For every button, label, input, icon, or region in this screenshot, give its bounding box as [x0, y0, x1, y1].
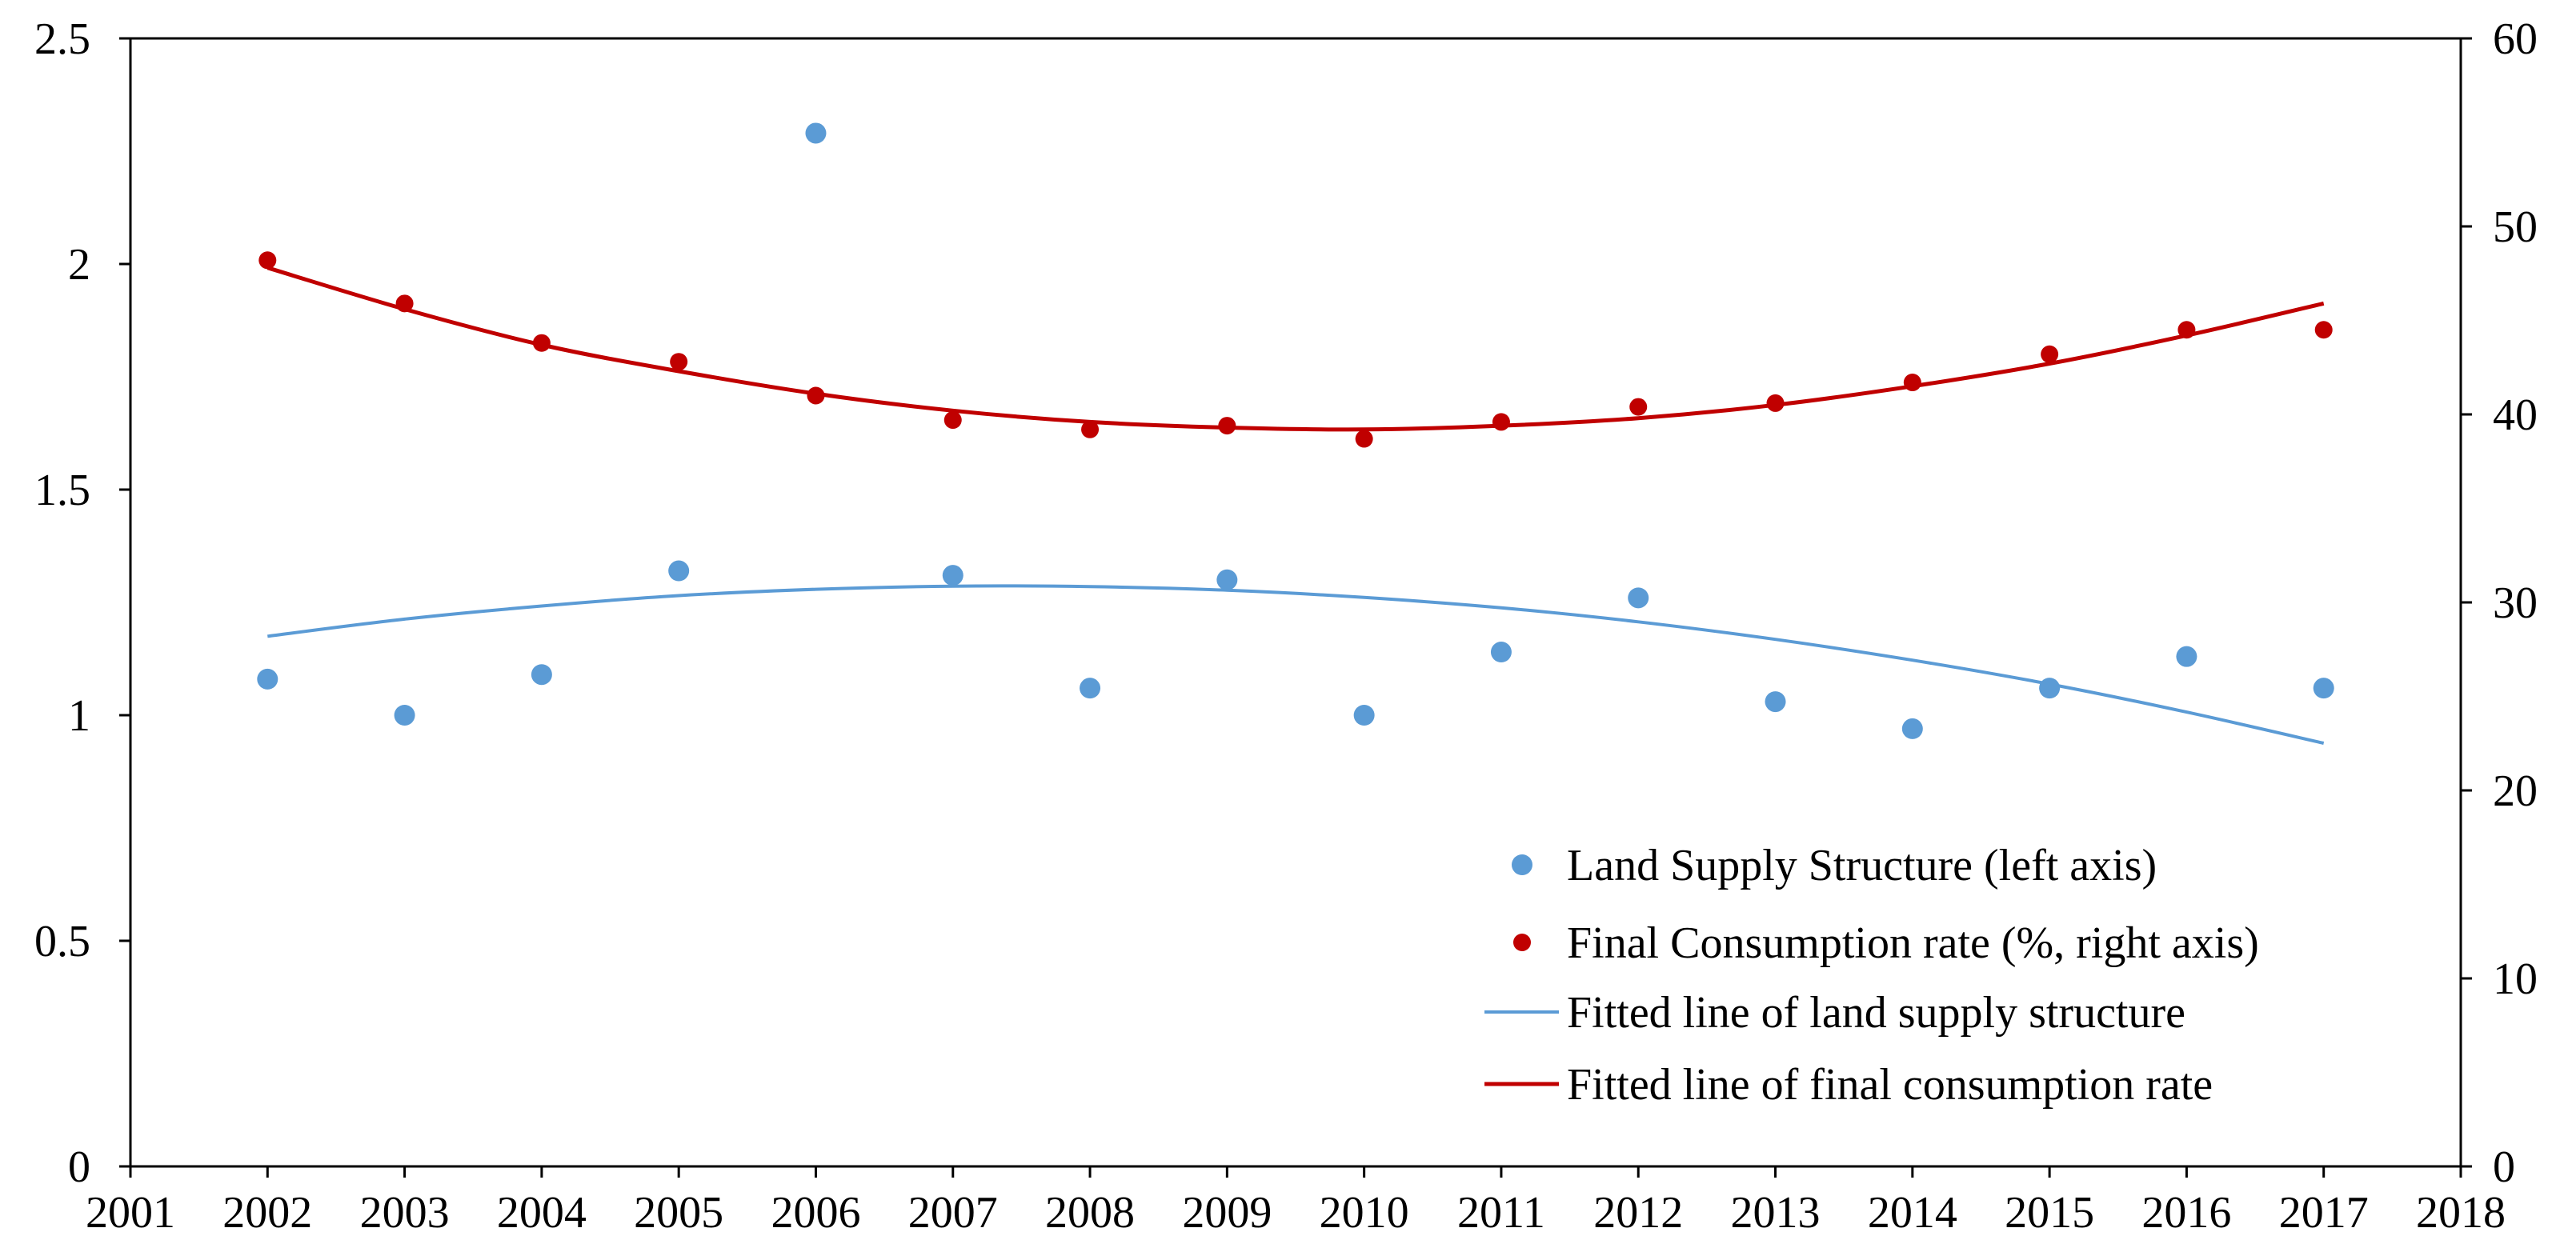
y-right-tick-label: 40: [2493, 390, 2538, 440]
x-tick-label: 2007: [908, 1188, 998, 1238]
x-tick-label: 2012: [1593, 1188, 1683, 1238]
x-tick-label: 2016: [2141, 1188, 2231, 1238]
x-tick-label: 2008: [1045, 1188, 1135, 1238]
land-supply-point: [1628, 587, 1649, 609]
consumption-rate-point: [807, 386, 825, 405]
x-tick-label: 2010: [1320, 1188, 1409, 1238]
x-tick-label: 2018: [2416, 1188, 2506, 1238]
legend: Land Supply Structure (left axis) Final C…: [1484, 841, 2259, 1110]
fitted-lines-layer: [266, 266, 2325, 745]
land-supply-point: [805, 122, 827, 144]
points-layer: [257, 122, 2334, 739]
consumption-fitted-line: [266, 266, 2325, 432]
y-left-tick-label: 0: [68, 1142, 90, 1192]
legend-label: Fitted line of final consumption rate: [1567, 1060, 2213, 1110]
consumption-rate-point: [2314, 321, 2333, 339]
x-tick-label: 2011: [1457, 1188, 1545, 1238]
consumption-rate-point: [670, 353, 688, 371]
land-supply-point: [2176, 646, 2197, 667]
consumption-rate-point: [943, 411, 962, 430]
land-supply-point: [1080, 678, 1101, 699]
land-supply-point: [1765, 691, 1786, 713]
y-right-tick-label: 10: [2493, 954, 2538, 1004]
legend-land-supply-marker: [1512, 854, 1532, 875]
y-right-tick-label: 0: [2493, 1142, 2515, 1192]
land-supply-point: [2039, 678, 2061, 699]
y-left-tick-label: 0.5: [34, 917, 90, 966]
legend-label: Fitted line of land supply structure: [1567, 988, 2185, 1038]
land-supply-point: [1490, 642, 1512, 663]
land-supply-point: [531, 664, 552, 686]
x-tick-label: 2009: [1182, 1188, 1272, 1238]
y-left-tick-label: 2: [68, 240, 90, 290]
y-right-tick-label: 30: [2493, 578, 2538, 628]
y-left-tick-label: 2.5: [34, 14, 90, 64]
x-tick-label: 2013: [1731, 1188, 1821, 1238]
consumption-rate-point: [532, 334, 551, 352]
consumption-rate-point: [1766, 394, 1785, 412]
legend-label: Land Supply Structure (left axis): [1567, 841, 2157, 890]
land-supply-point: [942, 565, 963, 586]
consumption-rate-point: [1355, 430, 1373, 448]
axes-layer: 2001 2002 2003 2004 2005 2006 2007 2008 2009 2010…: [34, 14, 2538, 1238]
x-tick-label: 2017: [2279, 1188, 2369, 1238]
legend-consumption-marker: [1513, 934, 1531, 951]
y-left-tick-label: 1.5: [34, 466, 90, 515]
land-supply-point: [394, 705, 415, 726]
x-tick-label: 2006: [771, 1188, 860, 1238]
consumption-rate-point: [1081, 420, 1100, 438]
land-supply-point: [1353, 705, 1375, 726]
land-supply-point: [668, 560, 690, 582]
consumption-rate-point: [1629, 398, 1648, 416]
consumption-rate-point: [2041, 345, 2059, 363]
consumption-rate-point: [395, 294, 414, 313]
consumption-rate-point: [1903, 374, 1921, 392]
x-tick-label: 2015: [2005, 1188, 2094, 1238]
land-supply-fitted-line: [267, 584, 2325, 745]
x-tick-label: 2001: [86, 1188, 175, 1238]
legend-label: Final Consumption rate (%, right axis): [1567, 918, 2259, 968]
y-right-tick-label: 20: [2493, 766, 2538, 816]
land-supply-point: [257, 668, 278, 690]
y-right-tick-label: 60: [2493, 14, 2538, 64]
x-tick-label: 2014: [1868, 1188, 1957, 1238]
land-supply-point: [1901, 718, 1923, 739]
consumption-rate-point: [1492, 413, 1510, 431]
x-tick-label: 2005: [634, 1188, 723, 1238]
consumption-rate-point: [2177, 321, 2196, 339]
consumption-rate-point: [258, 251, 277, 270]
x-tick-label: 2004: [497, 1188, 587, 1238]
consumption-rate-point: [1218, 417, 1236, 435]
y-left-tick-label: 1: [68, 691, 90, 741]
x-tick-label: 2003: [360, 1188, 450, 1238]
x-tick-label: 2002: [222, 1188, 312, 1238]
y-right-tick-label: 50: [2493, 202, 2538, 252]
land-supply-point: [2313, 678, 2334, 699]
land-supply-point: [1216, 569, 1238, 590]
